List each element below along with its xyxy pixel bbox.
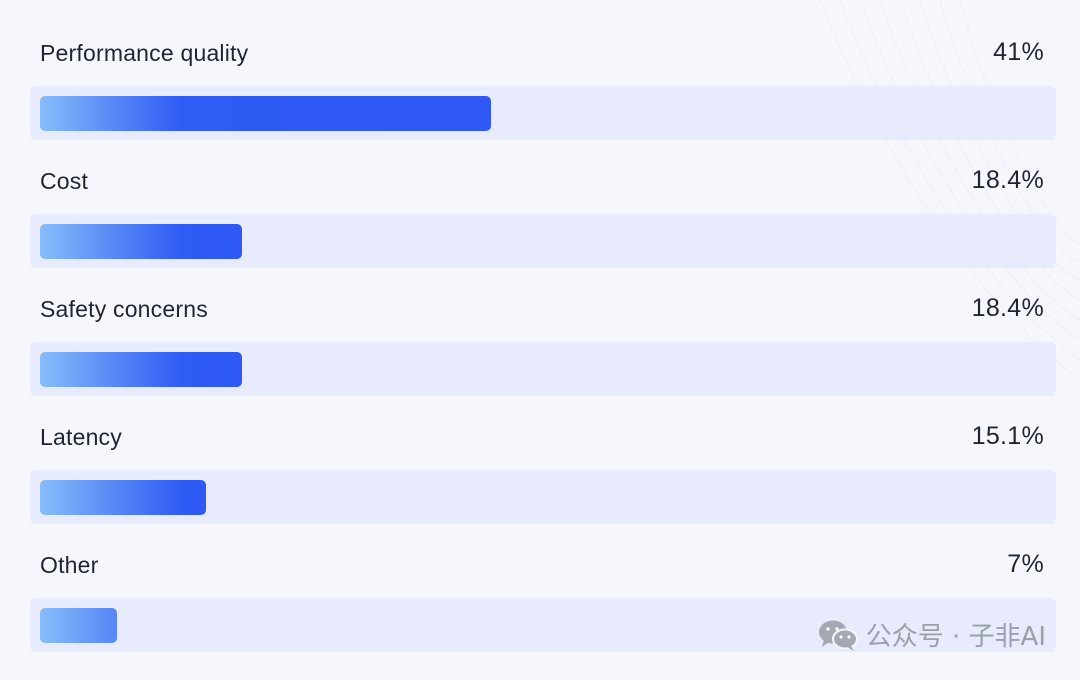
bar-row: Other 7% [30,512,1056,652]
bar [40,608,117,643]
value-label: 18.4% [971,294,1044,322]
bar-track [30,470,1056,524]
category-label: Other [40,552,99,578]
category-label: Cost [40,168,89,194]
bar-row: Latency 15.1% [30,384,1056,524]
category-label: Latency [40,424,122,450]
bar [40,480,206,515]
bar-row: Performance quality 41% [30,0,1056,140]
bar-row: Safety concerns 18.4% [30,256,1056,396]
bar [40,96,491,131]
bar-track [30,342,1056,396]
watermark: 公众号 · 子非AI [818,616,1046,653]
bar-track [30,598,1056,652]
bar-track [30,86,1056,140]
value-label: 18.4% [971,166,1044,194]
value-label: 7% [1007,550,1044,578]
bar [40,224,242,259]
value-label: 15.1% [971,422,1044,450]
bar-track [30,214,1056,268]
wechat-icon [818,620,858,651]
category-label: Performance quality [40,40,249,66]
watermark-text: 公众号 · 子非AI [865,622,1046,652]
bar-row: Cost 18.4% [30,128,1056,268]
category-label: Safety concerns [40,296,208,322]
bar [40,352,242,387]
value-label: 41% [993,38,1044,66]
